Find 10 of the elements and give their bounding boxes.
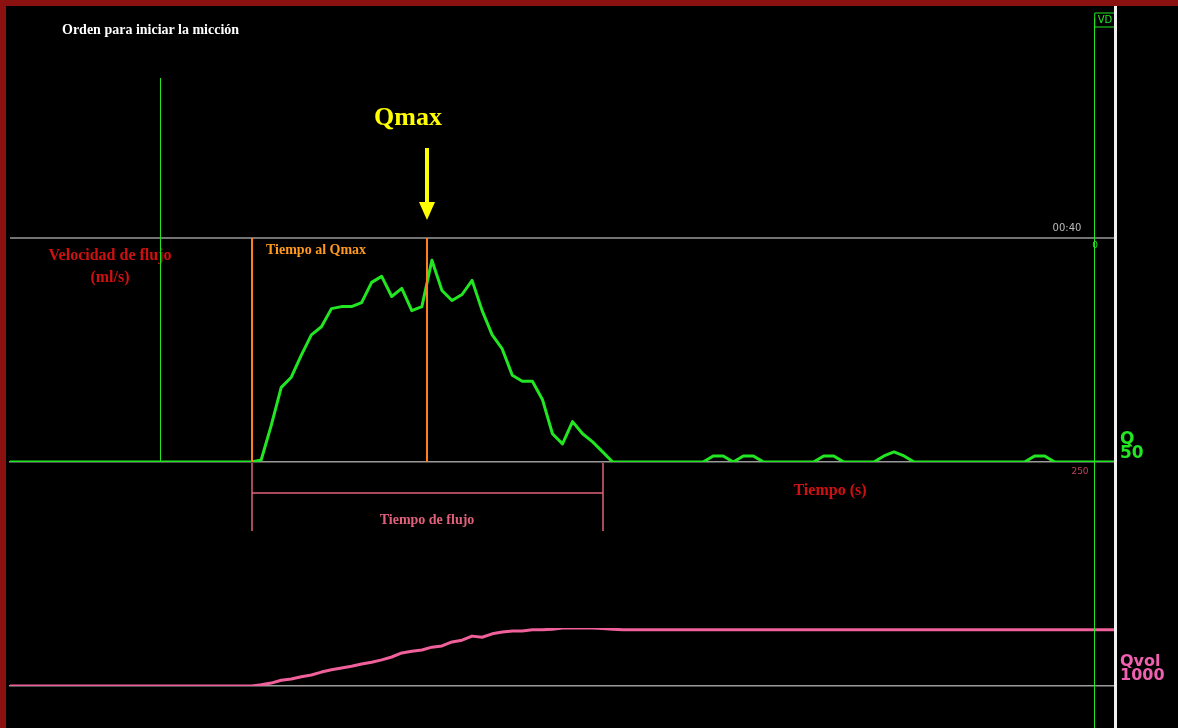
text: 250	[1071, 466, 1089, 477]
text: Qvol 1000	[1120, 651, 1165, 685]
text: Q 50	[1120, 428, 1144, 463]
text: Tiempo de flujo	[379, 511, 475, 527]
text: Orden para iniciar la micción	[62, 21, 240, 37]
text: Tiempo al Qmax	[266, 241, 367, 257]
text: VD	[1097, 13, 1113, 25]
text: 00:40	[1052, 221, 1082, 233]
text: Qmax	[374, 101, 442, 131]
x-axis-title: Tiempo (s)	[793, 481, 867, 500]
